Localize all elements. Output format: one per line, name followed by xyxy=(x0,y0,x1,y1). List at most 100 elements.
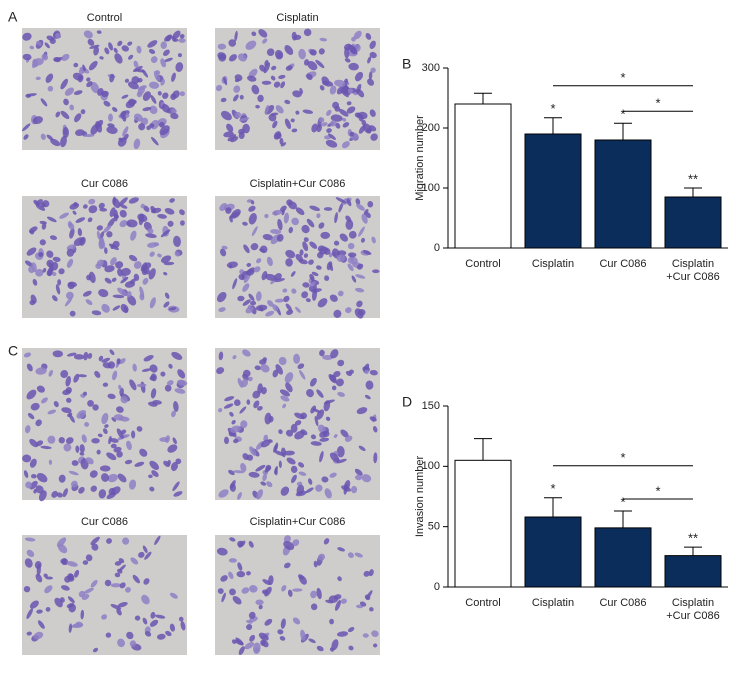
cell xyxy=(330,349,339,359)
cell xyxy=(151,470,159,477)
cell xyxy=(136,45,142,54)
cell xyxy=(255,599,264,606)
cell xyxy=(112,240,120,248)
cell xyxy=(259,248,266,253)
cell xyxy=(130,230,137,241)
cell xyxy=(365,590,373,600)
cell xyxy=(148,81,160,89)
cell xyxy=(283,212,290,224)
cell xyxy=(69,104,75,111)
cell xyxy=(143,578,150,585)
cell xyxy=(239,94,244,100)
cell xyxy=(83,30,93,39)
cell xyxy=(138,213,144,226)
cell xyxy=(119,358,126,365)
cell xyxy=(53,56,61,63)
cell xyxy=(229,211,240,219)
cell xyxy=(299,87,303,94)
y-axis-label: Migration number xyxy=(414,115,426,201)
x-tick-label-box: Control xyxy=(465,258,500,270)
cell xyxy=(319,437,330,442)
cell xyxy=(120,276,129,284)
cell xyxy=(35,268,44,277)
cell xyxy=(52,271,57,277)
cell xyxy=(107,473,118,483)
cell xyxy=(150,611,156,619)
cell xyxy=(217,588,224,594)
cell xyxy=(369,51,377,59)
cell xyxy=(91,437,100,444)
cell xyxy=(342,117,347,122)
cell xyxy=(153,70,161,82)
cell xyxy=(333,240,340,246)
cell xyxy=(282,403,287,409)
cell xyxy=(281,585,287,592)
cell xyxy=(320,231,331,239)
cell xyxy=(280,395,290,402)
cell xyxy=(62,127,69,138)
cell xyxy=(117,638,125,648)
cell xyxy=(313,560,318,568)
y-tick-label: 50 xyxy=(428,521,440,533)
cell xyxy=(319,349,325,357)
cell xyxy=(66,258,74,268)
cell xyxy=(35,573,43,583)
cell xyxy=(237,53,247,62)
cell xyxy=(140,203,145,209)
cell xyxy=(217,52,227,60)
cell xyxy=(114,561,122,566)
cell xyxy=(292,588,303,592)
cell xyxy=(279,389,291,397)
cell xyxy=(365,32,372,40)
cell xyxy=(285,258,293,267)
cell xyxy=(44,585,53,594)
cell xyxy=(112,305,121,311)
cell xyxy=(107,123,115,128)
cell xyxy=(74,113,82,123)
cell xyxy=(119,219,128,228)
cell xyxy=(344,435,353,442)
cell xyxy=(85,457,94,465)
significance-label: * xyxy=(620,107,625,122)
cell xyxy=(96,225,103,231)
cell xyxy=(29,45,35,50)
cell xyxy=(354,552,363,558)
cell xyxy=(260,364,270,373)
cell xyxy=(29,229,35,235)
cell xyxy=(106,126,118,134)
cell xyxy=(99,207,108,212)
cell xyxy=(242,299,251,306)
cell xyxy=(275,364,283,375)
cell xyxy=(68,623,73,633)
cell xyxy=(171,35,176,42)
cell xyxy=(351,36,356,42)
cell xyxy=(328,595,339,603)
cell xyxy=(163,261,175,266)
cell xyxy=(335,122,341,129)
x-tick-label-box: Control xyxy=(465,597,500,609)
cell xyxy=(302,282,310,288)
cell xyxy=(149,619,159,627)
cell xyxy=(157,90,162,96)
cell xyxy=(69,227,75,239)
bar xyxy=(594,527,652,588)
cell xyxy=(301,291,309,299)
cell xyxy=(96,449,101,455)
cell xyxy=(140,262,148,272)
significance-label: ** xyxy=(688,531,698,546)
cell xyxy=(369,607,374,612)
cell xyxy=(360,237,366,243)
cell xyxy=(116,608,122,616)
cell xyxy=(221,110,232,121)
cell xyxy=(35,204,46,211)
cell xyxy=(163,271,168,276)
cell xyxy=(170,108,176,114)
cell xyxy=(78,486,85,494)
cell xyxy=(89,470,98,478)
cell xyxy=(167,459,171,466)
cell xyxy=(218,351,224,361)
cell xyxy=(361,119,367,126)
cell xyxy=(120,267,131,276)
cell xyxy=(261,640,269,648)
bar xyxy=(454,459,512,588)
